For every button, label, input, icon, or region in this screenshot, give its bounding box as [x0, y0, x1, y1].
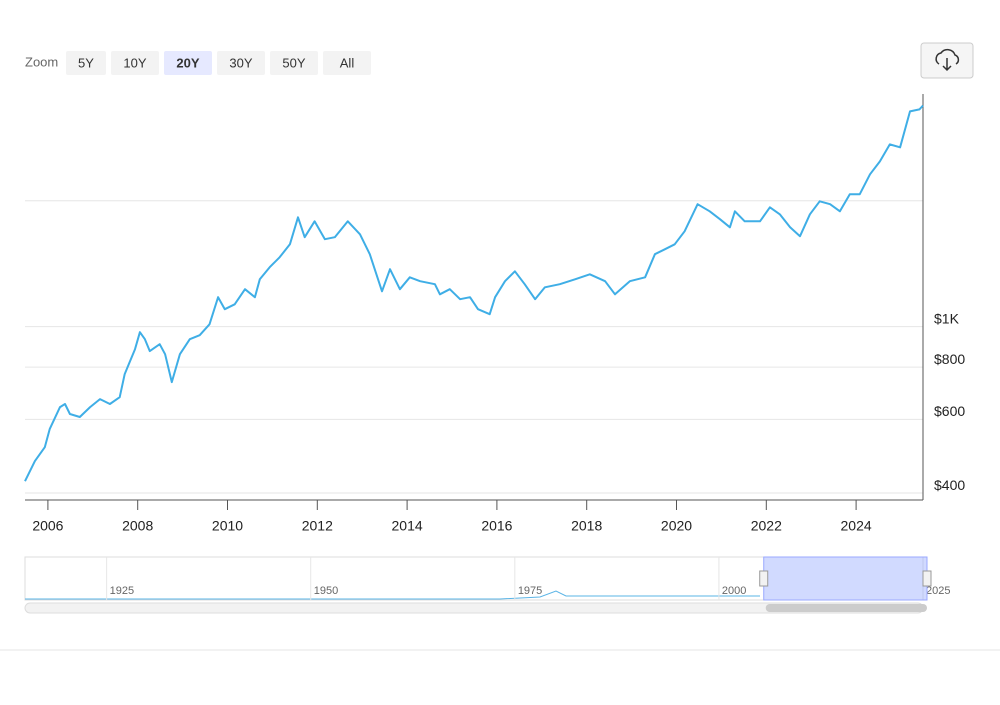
zoom-button[interactable] — [164, 51, 212, 75]
y-tick-label: $1K — [934, 310, 960, 326]
zoom-label: Zoom — [25, 54, 58, 69]
navigator-tick-label: 1925 — [110, 585, 134, 597]
zoom-button-label[interactable]: 10Y — [123, 55, 146, 70]
zoom-button[interactable] — [111, 51, 159, 75]
navigator-handle[interactable] — [922, 570, 932, 587]
zoom-button-label[interactable]: 5Y — [78, 55, 94, 70]
y-tick-label: $800 — [934, 351, 965, 367]
x-tick-label: 2022 — [751, 518, 782, 534]
x-tick-label: 2024 — [841, 518, 872, 534]
x-tick-label: 2016 — [481, 518, 512, 534]
navigator-tick-label: 1975 — [518, 585, 542, 597]
zoom-button[interactable] — [270, 51, 318, 75]
zoom-button[interactable] — [66, 51, 106, 75]
download-icon — [935, 49, 960, 72]
navigator-selection[interactable] — [763, 556, 928, 601]
x-tick-label: 2014 — [392, 518, 423, 534]
x-tick-label: 2018 — [571, 518, 602, 534]
zoom-button-label[interactable]: 20Y — [176, 55, 199, 70]
zoom-button[interactable] — [323, 51, 371, 75]
navigator-tick-label: 1950 — [314, 585, 338, 597]
x-tick-label: 2020 — [661, 518, 692, 534]
navigator-tick-label: 2000 — [722, 585, 746, 597]
y-tick-label: $600 — [934, 403, 965, 419]
scrollbar-thumb[interactable] — [765, 604, 928, 612]
navigator-line — [25, 590, 760, 600]
navigator-handle[interactable] — [759, 570, 769, 587]
x-tick-label: 2012 — [302, 518, 333, 534]
y-tick-label: $400 — [934, 477, 965, 493]
x-tick-label: 2006 — [32, 518, 63, 534]
price-line — [24, 104, 924, 482]
x-tick-label: 2010 — [212, 518, 243, 534]
zoom-button-label[interactable]: 30Y — [229, 55, 252, 70]
navigator-tick-label: 2025 — [926, 585, 950, 597]
zoom-button[interactable] — [217, 51, 265, 75]
x-tick-label: 2008 — [122, 518, 153, 534]
zoom-button-label[interactable]: All — [340, 55, 355, 70]
zoom-button-label[interactable]: 50Y — [282, 55, 305, 70]
